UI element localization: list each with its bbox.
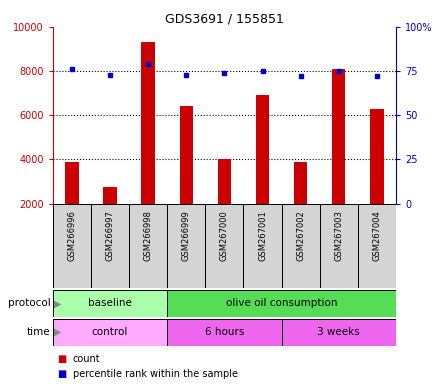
Text: GSM267002: GSM267002: [296, 210, 305, 261]
Bar: [167, 319, 282, 346]
Text: olive oil consumption: olive oil consumption: [226, 298, 337, 308]
Text: GSM267003: GSM267003: [334, 210, 343, 261]
Text: count: count: [73, 354, 100, 364]
Text: ■: ■: [57, 354, 66, 364]
Text: GSM266996: GSM266996: [67, 210, 77, 261]
Text: percentile rank within the sample: percentile rank within the sample: [73, 369, 238, 379]
Bar: [167, 204, 205, 288]
Bar: [53, 204, 91, 288]
Text: GSM267001: GSM267001: [258, 210, 267, 261]
Bar: [218, 159, 231, 204]
Bar: [103, 187, 117, 204]
Text: GSM267000: GSM267000: [220, 210, 229, 261]
Bar: [282, 204, 320, 288]
Text: 6 hours: 6 hours: [205, 327, 244, 337]
Bar: [180, 106, 193, 204]
Text: protocol: protocol: [8, 298, 51, 308]
Bar: [320, 204, 358, 288]
Bar: [142, 42, 155, 204]
Bar: [205, 204, 243, 288]
Bar: [294, 162, 307, 204]
Bar: [358, 204, 396, 288]
Bar: [282, 319, 396, 346]
Text: control: control: [92, 327, 128, 337]
Title: GDS3691 / 155851: GDS3691 / 155851: [165, 13, 284, 26]
Bar: [167, 290, 396, 317]
Bar: [65, 162, 78, 204]
Text: 3 weeks: 3 weeks: [317, 327, 360, 337]
Text: time: time: [27, 327, 51, 337]
Text: GSM266998: GSM266998: [143, 210, 153, 261]
Bar: [256, 95, 269, 204]
Text: ▶: ▶: [54, 327, 61, 337]
Text: GSM267004: GSM267004: [372, 210, 381, 261]
Text: ▶: ▶: [54, 298, 61, 308]
Bar: [243, 204, 282, 288]
Text: baseline: baseline: [88, 298, 132, 308]
Text: GSM266997: GSM266997: [106, 210, 114, 261]
Bar: [370, 109, 384, 204]
Bar: [129, 204, 167, 288]
Bar: [91, 204, 129, 288]
Text: GSM266999: GSM266999: [182, 210, 191, 261]
Text: ■: ■: [57, 369, 66, 379]
Bar: [53, 290, 167, 317]
Bar: [332, 69, 345, 204]
Bar: [53, 319, 167, 346]
